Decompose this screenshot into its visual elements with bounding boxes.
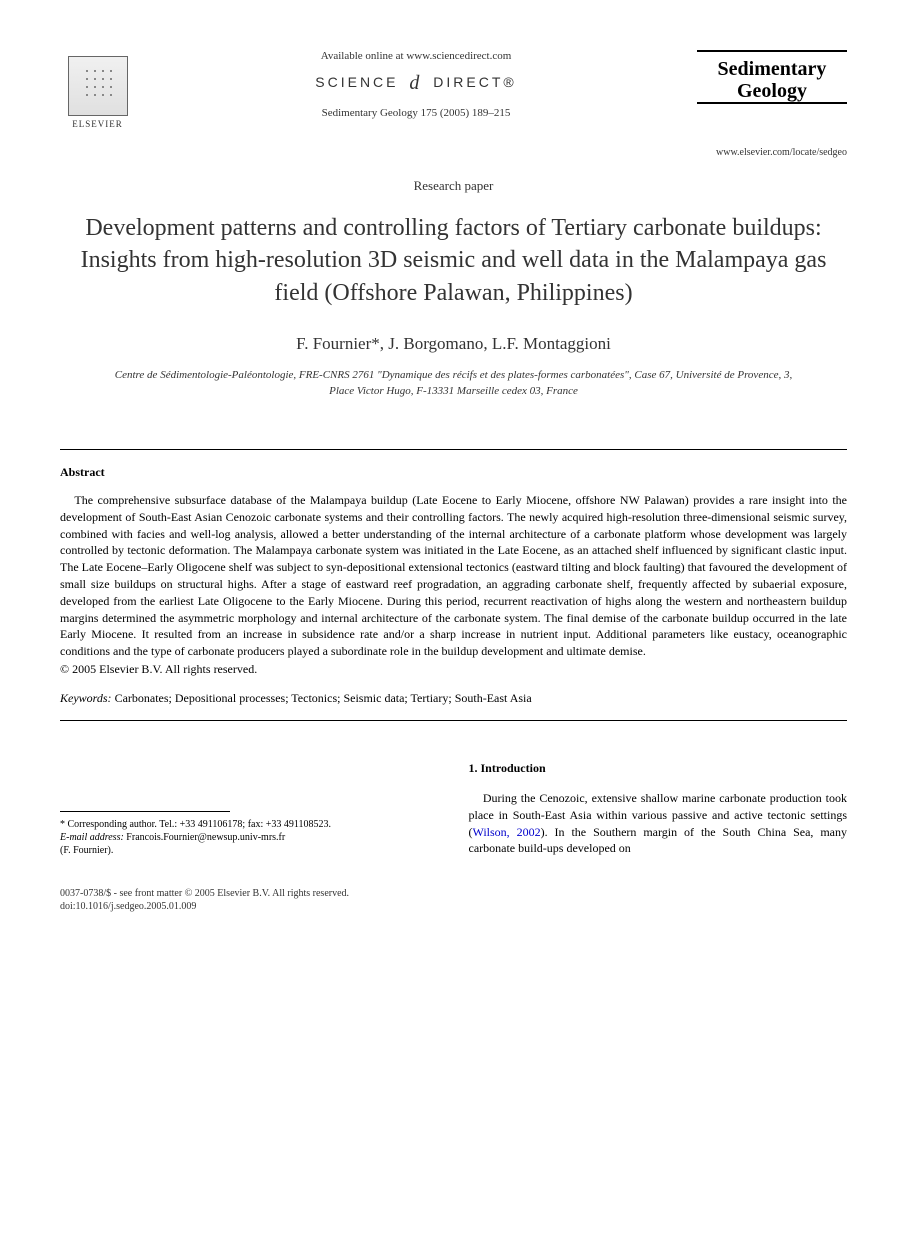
abstract-top-rule [60,449,847,450]
sciencedirect-d-icon: d [409,72,422,95]
abstract-copyright: © 2005 Elsevier B.V. All rights reserved… [60,662,847,677]
sciencedirect-logo: SCIENCE d DIRECT® [155,72,677,95]
paper-type: Research paper [60,178,847,194]
publisher-logo: ELSEVIER [60,50,135,135]
footnote-rule [60,811,230,812]
journal-box-rule-bottom [697,102,847,104]
keywords: Keywords: Carbonates; Depositional proce… [60,691,847,706]
header-row: ELSEVIER Available online at www.science… [60,50,847,135]
corresponding-name: (F. Fournier). [60,844,439,857]
journal-url: www.elsevier.com/locate/sedgeo [60,147,847,158]
keywords-label: Keywords: [60,691,112,705]
available-online-text: Available online at www.sciencedirect.co… [155,50,677,62]
left-column: * Corresponding author. Tel.: +33 491106… [60,761,439,857]
sciencedirect-right: DIRECT® [433,74,516,90]
journal-title-box: Sedimentary Geology [697,50,847,110]
footer-line2: doi:10.1016/j.sedgeo.2005.01.009 [60,900,847,913]
citation-wilson-2002[interactable]: Wilson, 2002 [473,825,541,839]
corresponding-email-row: E-mail address: Francois.Fournier@newsup… [60,831,439,844]
corresponding-email: Francois.Fournier@newsup.univ-mrs.fr [126,832,285,843]
right-column: 1. Introduction During the Cenozoic, ext… [469,761,848,857]
abstract-bottom-rule [60,720,847,721]
keywords-list: Carbonates; Depositional processes; Tect… [115,691,532,705]
intro-heading: 1. Introduction [469,761,848,776]
footer-line1: 0037-0738/$ - see front matter © 2005 El… [60,887,847,900]
intro-body: During the Cenozoic, extensive shallow m… [469,790,848,857]
journal-box-rule-top [697,50,847,52]
elsevier-tree-icon [68,56,128,116]
journal-name-line1: Sedimentary [718,58,827,80]
email-label: E-mail address: [60,832,124,843]
abstract-body: The comprehensive subsurface database of… [60,492,847,660]
publisher-name: ELSEVIER [72,119,123,129]
center-header: Available online at www.sciencedirect.co… [135,50,697,119]
paper-title: Development patterns and controlling fac… [60,212,847,309]
corresponding-line1: * Corresponding author. Tel.: +33 491106… [60,818,439,831]
journal-name-line2: Geology [737,80,807,102]
corresponding-author-footnote: * Corresponding author. Tel.: +33 491106… [60,818,439,857]
journal-name: Sedimentary Geology [697,58,847,102]
abstract-heading: Abstract [60,465,847,480]
journal-reference: Sedimentary Geology 175 (2005) 189–215 [155,107,677,119]
sciencedirect-left: SCIENCE [315,74,398,90]
affiliation: Centre de Sédimentologie-Paléontologie, … [60,368,847,399]
two-column-body: * Corresponding author. Tel.: +33 491106… [60,761,847,857]
page-footer: 0037-0738/$ - see front matter © 2005 El… [60,887,847,913]
authors: F. Fournier*, J. Borgomano, L.F. Montagg… [60,334,847,354]
